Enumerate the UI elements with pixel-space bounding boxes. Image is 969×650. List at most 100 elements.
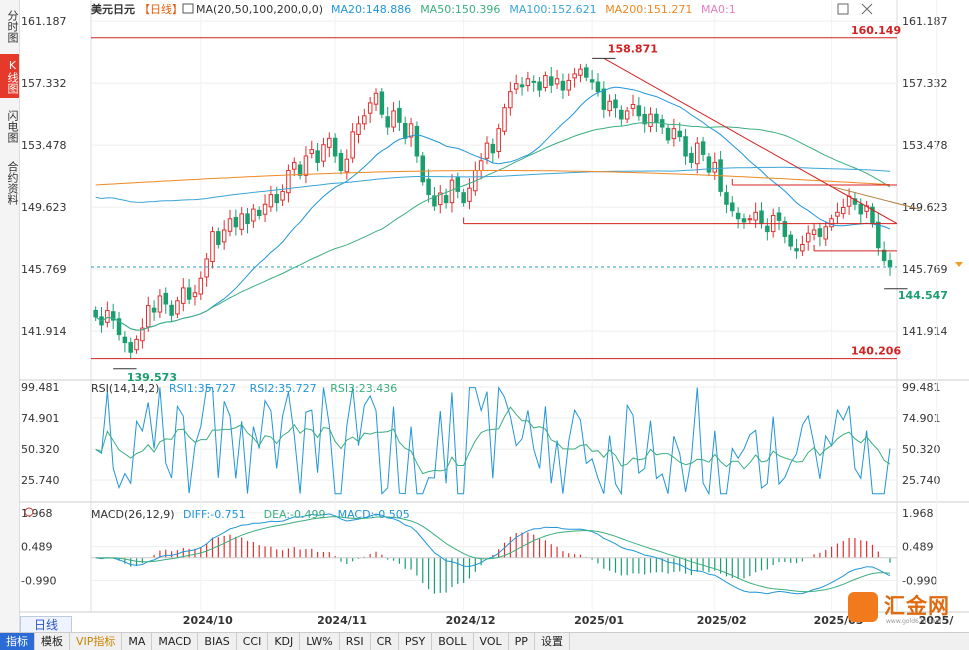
candle-body <box>835 211 840 217</box>
macd-settings-icon <box>24 507 34 517</box>
candle-body <box>262 203 268 215</box>
candle-body <box>192 292 198 298</box>
candle-body <box>519 84 525 88</box>
candle-body <box>648 113 653 127</box>
indicator-tab-13[interactable]: VOL <box>474 633 509 650</box>
candle-body <box>525 78 531 87</box>
candle-body <box>782 221 788 237</box>
indicator-tab-0[interactable]: 指标 <box>0 633 35 650</box>
indicator-tab-9[interactable]: RSI <box>340 633 371 650</box>
candle-body <box>619 109 624 120</box>
candle-body <box>887 260 893 268</box>
indicator-toolbar: 指标 模板 VIP指标 MA MACD BIAS CCI KDJ LW% RSI CR PSY BOLL… <box>0 632 969 650</box>
rsi-tick-right: 99.481 <box>902 381 941 394</box>
candle-body <box>724 192 729 205</box>
candle-body <box>578 68 583 76</box>
candle-body <box>817 228 823 237</box>
indicator-tab-11[interactable]: PSY <box>399 633 433 650</box>
candle-body <box>332 137 338 157</box>
tab-contract-info[interactable]: 合约资料 <box>6 161 19 205</box>
recent-low-annotation: 144.547 <box>898 289 948 302</box>
candle-body <box>490 143 496 154</box>
chart-area[interactable]: 161.187 161.187 157.332 157.332 153.478 153.4… <box>19 0 969 632</box>
y-tick-right: 157.332 <box>902 77 948 90</box>
candle-body <box>636 105 642 117</box>
y-tick-right: 153.478 <box>902 139 948 152</box>
candle-body <box>654 113 659 123</box>
candle-body <box>537 81 542 91</box>
candle-body <box>689 152 694 163</box>
candle-body <box>665 127 671 141</box>
candle-body <box>145 305 151 328</box>
y-tick-left: 149.623 <box>21 201 67 214</box>
candle-body <box>467 187 472 202</box>
candle-body <box>362 115 367 125</box>
candle-body <box>122 336 128 344</box>
macd-legend-MACD: MACD:-0.505 <box>338 508 410 521</box>
candle-body <box>175 300 180 315</box>
candle-body <box>502 107 507 132</box>
ma-legend-MA100: MA100:152.621 <box>509 3 596 16</box>
y-tick-right: 149.623 <box>902 201 948 214</box>
rsi3-line <box>95 406 891 475</box>
candle-body <box>157 295 163 313</box>
candle-body <box>443 195 449 204</box>
candle-body <box>765 225 770 233</box>
macd-tick-left: 1.968 <box>21 507 53 520</box>
candle-body <box>630 104 636 109</box>
candle-body <box>93 309 98 318</box>
indicator-tab-12[interactable]: BOLL <box>432 633 474 650</box>
logo-url: www.gold678.com <box>886 618 942 625</box>
candle-body <box>566 79 572 91</box>
tab-tick-chart[interactable]: 闪电图 <box>6 109 19 143</box>
candle-body <box>683 136 688 157</box>
indicator-tab-10[interactable]: CR <box>371 633 399 650</box>
ma-legend-MA200: MA200:151.271 <box>605 3 692 16</box>
indicator-tab-8[interactable]: LW% <box>300 633 340 650</box>
tab-timeshare[interactable]: 分时图 <box>6 9 19 43</box>
candle-body <box>280 190 285 201</box>
high-annotation: 158.871 <box>608 42 658 55</box>
indicator-tab-7[interactable]: KDJ <box>268 633 301 650</box>
candle-body <box>455 177 461 192</box>
indicator-tab-6[interactable]: CCI <box>237 633 269 650</box>
candle-body <box>233 216 239 228</box>
logo-icon <box>848 592 878 622</box>
candle-body <box>572 73 577 79</box>
candle-body <box>864 205 869 212</box>
candle-body <box>560 80 566 91</box>
candle-body <box>344 158 350 173</box>
indicator-tab-2[interactable]: VIP指标 <box>70 633 123 650</box>
rsi-legend-RSI1: RSI1:35.727 <box>169 382 236 395</box>
candle-body <box>408 123 414 138</box>
candle-body <box>426 178 431 196</box>
candle-body <box>134 338 139 351</box>
ma-settings-icon <box>182 3 194 14</box>
candle-body <box>800 243 805 252</box>
macd-tick-right: -0.990 <box>902 574 937 587</box>
candle-body <box>642 113 647 125</box>
ma100-line <box>95 166 891 203</box>
candle-body <box>548 76 554 86</box>
indicator-tab-4[interactable]: MACD <box>152 633 199 650</box>
macd-diff-line <box>95 513 891 595</box>
candle-body <box>747 218 753 221</box>
indicator-tab-1[interactable]: 模板 <box>35 633 70 650</box>
y-tick-left: 145.769 <box>21 263 67 276</box>
ma-legend-MA20: MA20:148.886 <box>331 3 411 16</box>
rsi-legend-RSI2: RSI2:35.727 <box>250 382 317 395</box>
tab-kline[interactable]: K线图 <box>0 54 19 98</box>
y-tick-left: 161.187 <box>21 15 67 28</box>
candle-body <box>461 192 466 204</box>
indicator-tab-3[interactable]: MA <box>122 633 153 650</box>
ma-legend-MA50: MA50:150.396 <box>420 3 500 16</box>
indicator-tab-5[interactable]: BIAS <box>198 633 237 650</box>
candle-body <box>216 231 221 245</box>
candle-body <box>741 218 747 223</box>
candle-body <box>309 149 315 154</box>
candle-body <box>543 75 548 88</box>
candle-body <box>356 123 361 135</box>
indicator-tab-15[interactable]: 设置 <box>535 633 570 650</box>
x-tick: 2024/10 <box>183 614 233 627</box>
indicator-tab-14[interactable]: PP <box>509 633 535 650</box>
